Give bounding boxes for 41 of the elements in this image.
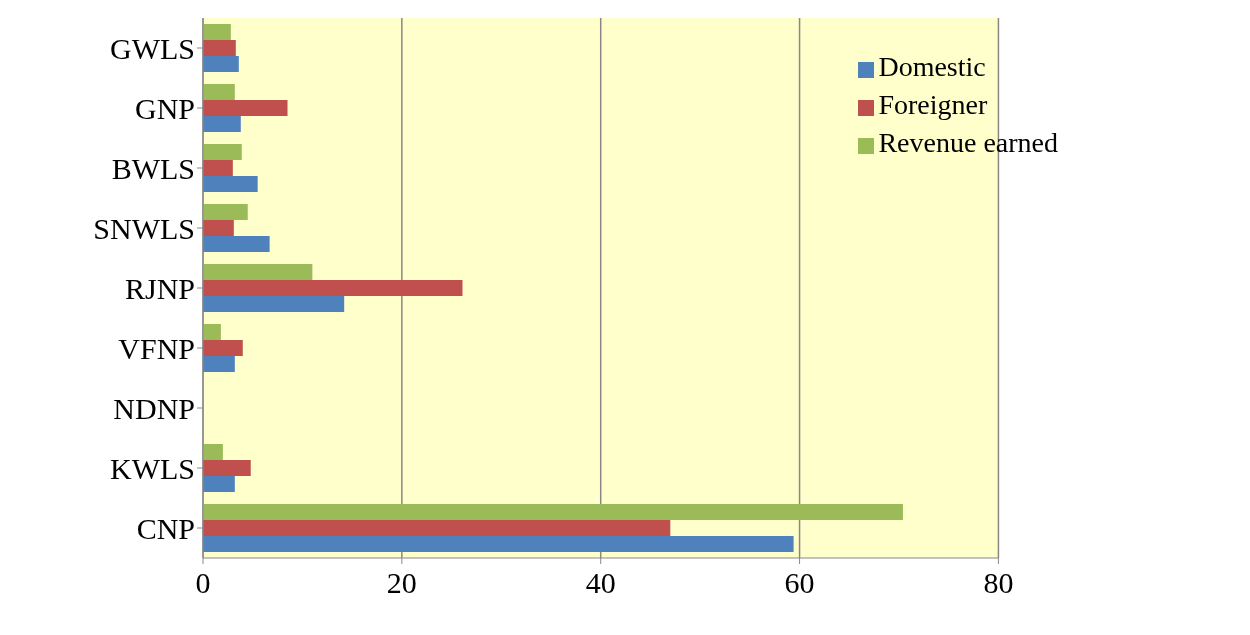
- legend-label: Revenue earned: [878, 127, 1058, 158]
- y-tick-label: RJNP: [124, 271, 195, 305]
- bar: [203, 24, 231, 40]
- x-tick-label: 80: [983, 566, 1014, 600]
- x-tick-label: 40: [585, 566, 616, 600]
- bar: [203, 460, 251, 476]
- bar: [203, 176, 258, 192]
- bar: [203, 444, 223, 460]
- bar: [203, 144, 242, 160]
- bar: [203, 220, 234, 236]
- bar: [203, 116, 241, 132]
- bar: [203, 160, 233, 176]
- bar: [203, 100, 288, 116]
- y-tick-label: NDNP: [113, 391, 195, 425]
- y-tick-label: SNWLS: [93, 211, 195, 245]
- x-tick-label: 0: [195, 566, 211, 600]
- bar: [203, 340, 243, 356]
- bar: [203, 324, 221, 340]
- bar: [203, 264, 313, 280]
- bar: [203, 356, 235, 372]
- bar: [203, 280, 463, 296]
- y-tick-label: BWLS: [111, 151, 195, 185]
- bar: [203, 84, 235, 100]
- y-tick-label: GWLS: [110, 31, 195, 65]
- bar: [203, 236, 270, 252]
- y-tick-label: CNP: [136, 511, 195, 545]
- bar: [203, 536, 794, 552]
- bar: [203, 40, 236, 56]
- x-tick-label: 60: [784, 566, 815, 600]
- y-tick-label: GNP: [134, 91, 195, 125]
- y-tick-label: KWLS: [110, 451, 195, 485]
- legend-label: Domestic: [878, 51, 986, 82]
- bar: [203, 520, 671, 536]
- legend-label: Foreigner: [878, 89, 988, 120]
- bar: [203, 56, 239, 72]
- x-tick-label: 20: [386, 566, 417, 600]
- bar: [203, 476, 235, 492]
- bar: [203, 204, 248, 220]
- y-tick-label: VFNP: [118, 331, 195, 365]
- bar: [203, 296, 345, 312]
- bar: [203, 504, 903, 520]
